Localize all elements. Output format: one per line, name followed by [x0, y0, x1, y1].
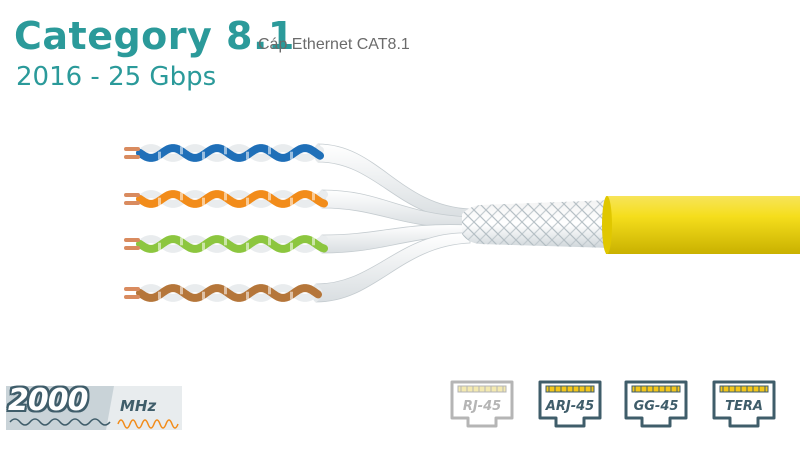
wire-stripe	[224, 286, 227, 295]
twisted-pair	[124, 235, 328, 253]
copper-tip	[124, 287, 140, 291]
frequency-badge	[6, 386, 182, 430]
conductor	[136, 235, 328, 253]
wire-stripe	[290, 197, 293, 206]
cable-jacket	[603, 196, 800, 254]
wire-stripe	[180, 237, 183, 246]
wire-stripe	[246, 197, 249, 206]
wire-stripe	[246, 242, 249, 251]
wire-stripe	[224, 237, 227, 246]
wire-stripe	[224, 192, 227, 201]
copper-tip	[124, 147, 140, 151]
conductor	[136, 190, 328, 208]
wire-stripe	[290, 291, 293, 300]
copper-tip	[124, 246, 140, 250]
connector-label: TERA	[725, 399, 763, 414]
copper-tip	[124, 201, 140, 205]
connector-label: ARJ-45	[545, 399, 595, 414]
wire-stripe	[268, 146, 271, 155]
wire-stripe	[158, 151, 161, 160]
twisted-pair	[124, 284, 322, 302]
wire-stripe	[202, 242, 205, 251]
wire-stripe	[268, 192, 271, 201]
frequency-unit: MHz	[120, 397, 157, 415]
connector-label: RJ-45	[462, 399, 502, 414]
pair-foils	[312, 143, 471, 303]
connector-icon	[536, 378, 604, 432]
connector-icon	[710, 378, 778, 432]
cable-illustration	[124, 143, 800, 303]
twisted-pair	[124, 190, 328, 208]
copper-tip	[124, 193, 140, 197]
copper-tip	[124, 238, 140, 242]
wire-stripe	[246, 151, 249, 160]
connector-label: GG-45	[633, 399, 679, 414]
connector-icon	[448, 378, 516, 432]
wire-stripe	[180, 146, 183, 155]
page-title: Category 8.1	[14, 14, 295, 58]
year-speed: 2016 - 25 Gbps	[16, 62, 217, 92]
wire-stripe	[202, 197, 205, 206]
copper-tip	[124, 155, 140, 159]
pair-foil	[315, 232, 471, 303]
wire-stripe	[268, 237, 271, 246]
wire-stripe	[180, 286, 183, 295]
twisted-pair	[124, 144, 324, 162]
copper-tip	[124, 295, 140, 299]
wire-stripe	[158, 291, 161, 300]
wire-stripe	[224, 146, 227, 155]
connector-icon	[622, 378, 690, 432]
wire-stripe	[180, 192, 183, 201]
wire-stripe	[158, 242, 161, 251]
wire-stripe	[290, 242, 293, 251]
wire-stripe	[202, 291, 205, 300]
twisted-pairs	[124, 144, 328, 302]
wire-stripe	[246, 291, 249, 300]
frequency-value: 2000	[8, 383, 88, 418]
page-subtitle: Cáp Ethernet CAT8.1	[258, 36, 410, 53]
wire-stripe	[312, 237, 315, 246]
wire-stripe	[268, 286, 271, 295]
wire-stripe	[158, 197, 161, 206]
wire-stripe	[202, 151, 205, 160]
conductor	[136, 284, 322, 302]
wire-stripe	[312, 192, 315, 201]
wire-stripe	[290, 151, 293, 160]
